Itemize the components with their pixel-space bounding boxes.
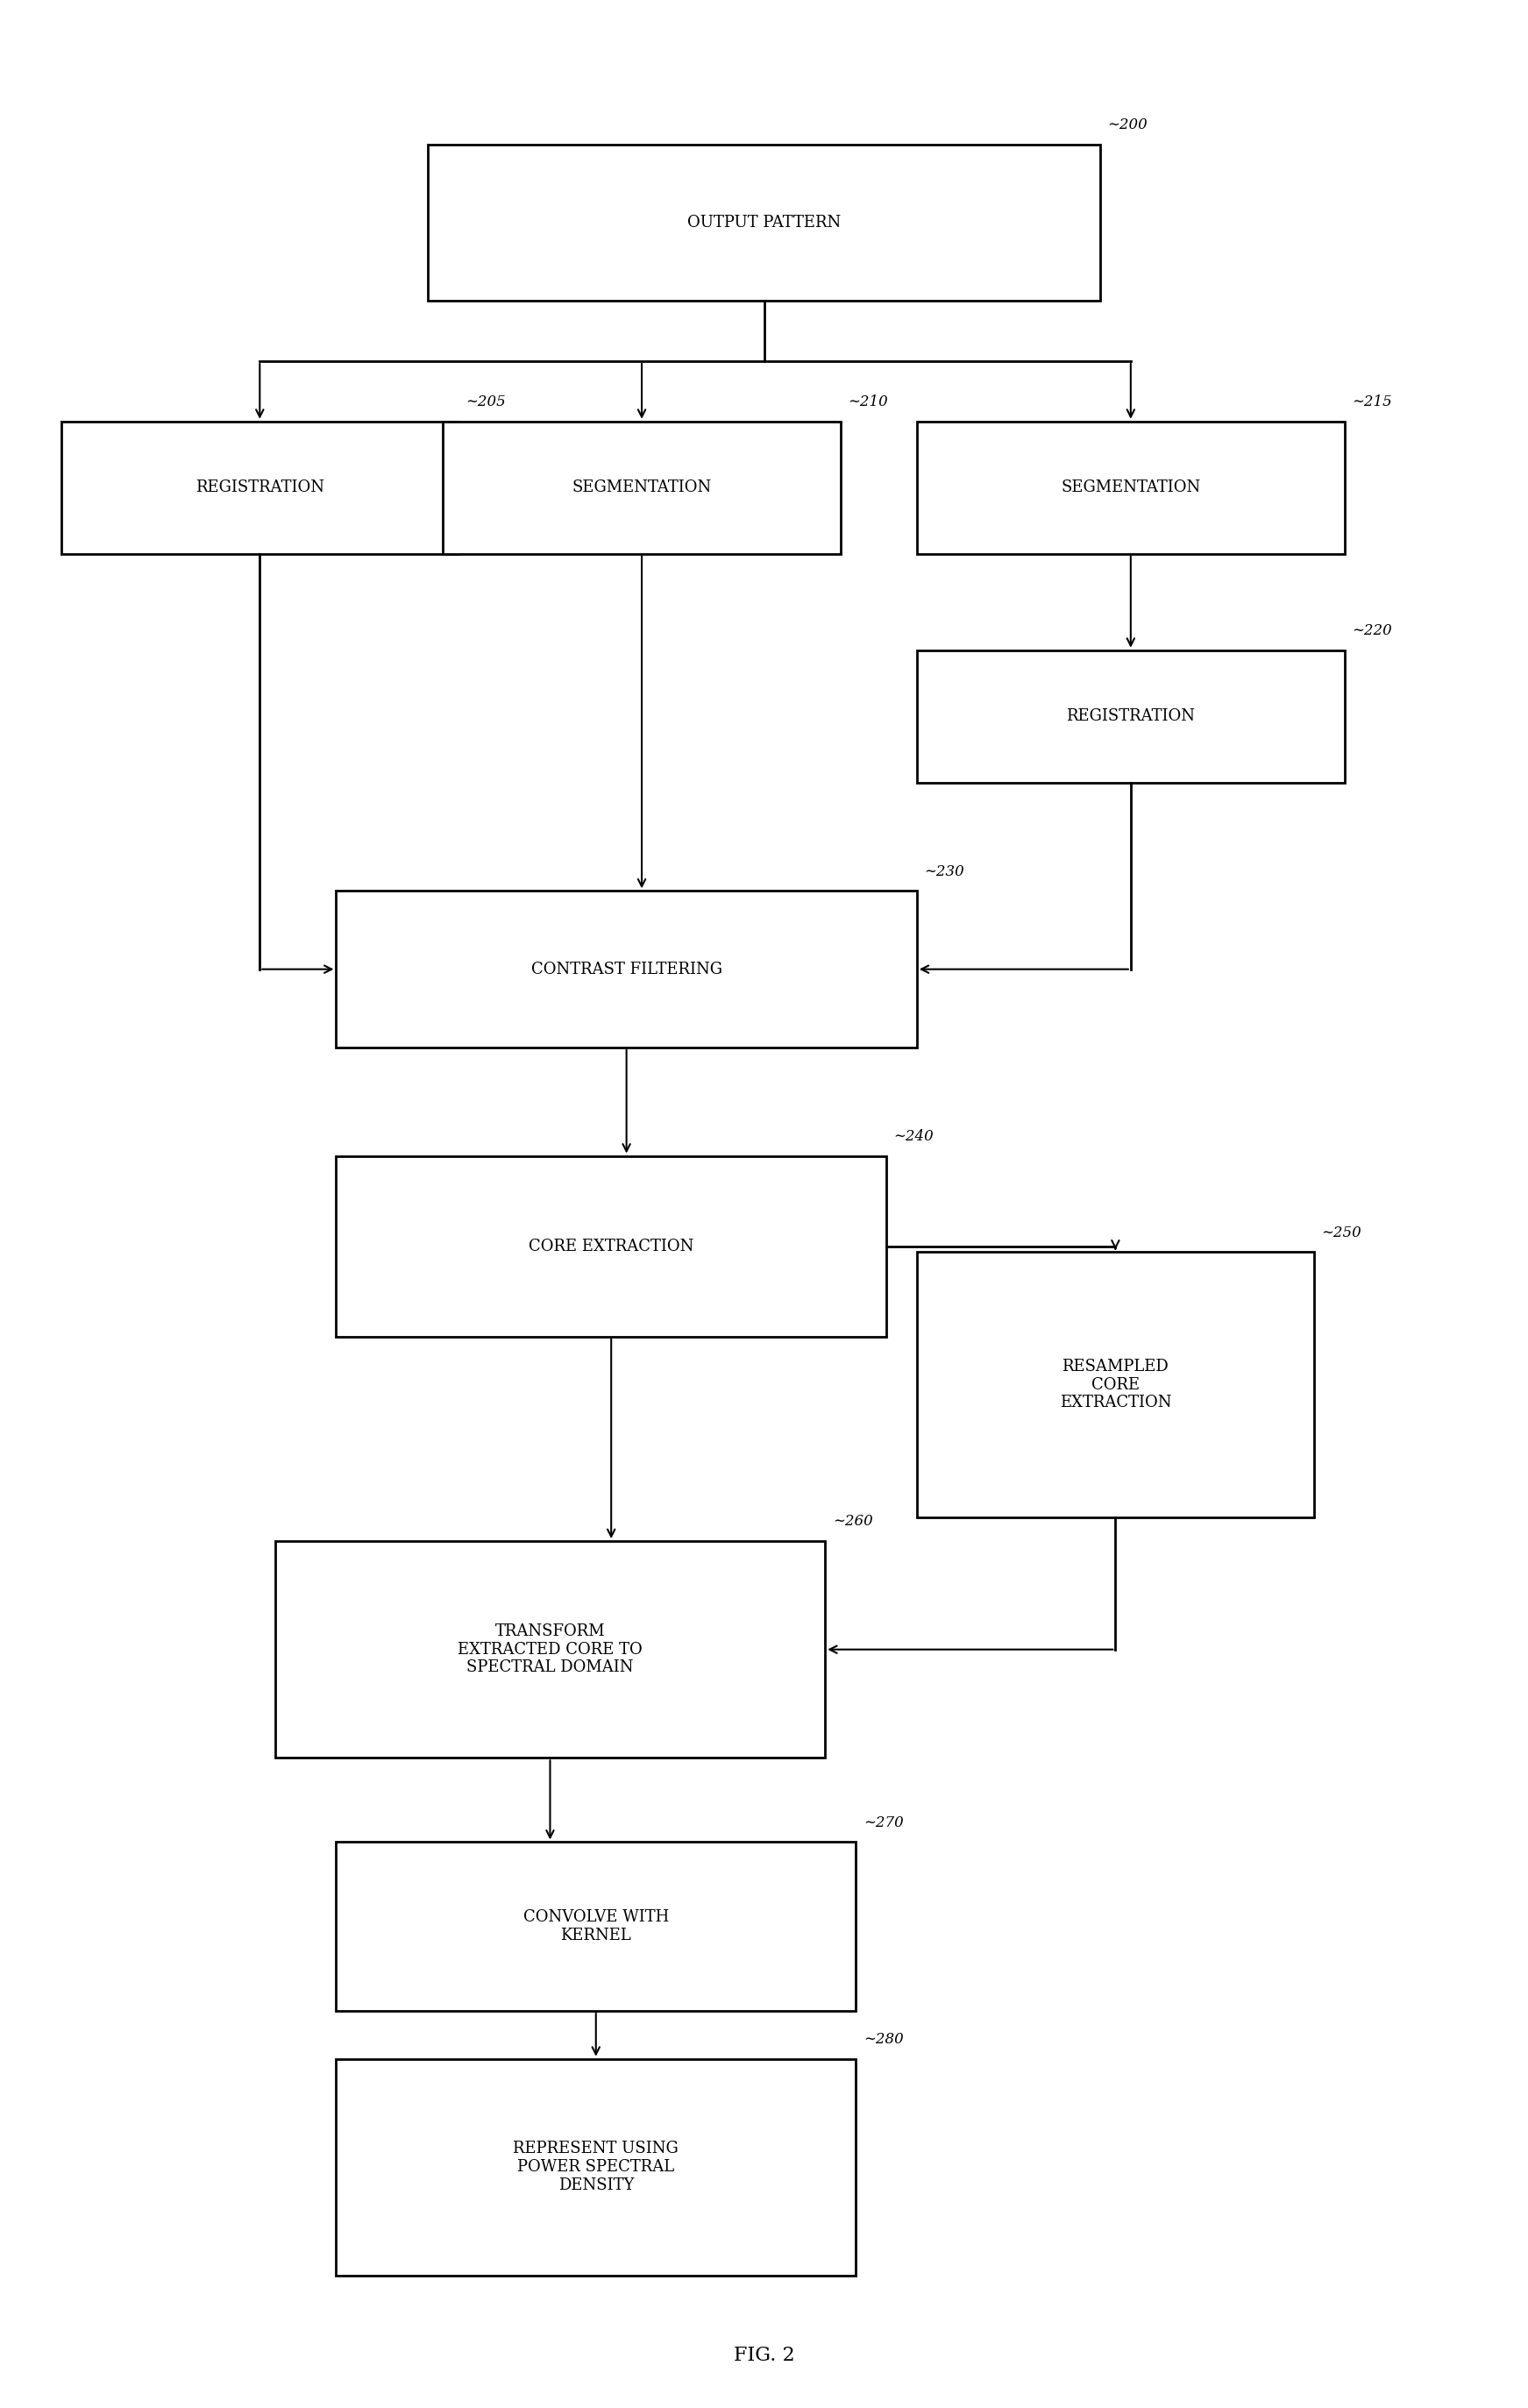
Text: ∼210: ∼210: [848, 395, 888, 409]
Text: ∼270: ∼270: [863, 1816, 903, 1830]
Bar: [275, 1541, 825, 1758]
Bar: [61, 421, 458, 554]
Bar: [917, 1252, 1314, 1517]
Text: TRANSFORM
EXTRACTED CORE TO
SPECTRAL DOMAIN: TRANSFORM EXTRACTED CORE TO SPECTRAL DOM…: [458, 1623, 642, 1676]
Text: REGISTRATION: REGISTRATION: [1067, 708, 1195, 725]
Text: SEGMENTATION: SEGMENTATION: [1060, 479, 1201, 496]
Text: ∼215: ∼215: [1352, 395, 1392, 409]
Bar: [917, 650, 1345, 783]
Text: CONTRAST FILTERING: CONTRAST FILTERING: [530, 961, 723, 978]
Text: FIG. 2: FIG. 2: [733, 2345, 795, 2365]
Text: ∼220: ∼220: [1352, 624, 1392, 638]
Bar: [917, 421, 1345, 554]
Bar: [336, 2059, 856, 2276]
Bar: [428, 144, 1100, 301]
Text: ∼200: ∼200: [1108, 118, 1148, 132]
Text: ∼250: ∼250: [1322, 1226, 1361, 1240]
Text: ∼230: ∼230: [924, 864, 964, 879]
Text: REPRESENT USING
POWER SPECTRAL
DENSITY: REPRESENT USING POWER SPECTRAL DENSITY: [513, 2141, 678, 2194]
Text: ∼280: ∼280: [863, 2032, 903, 2047]
Text: SEGMENTATION: SEGMENTATION: [571, 479, 712, 496]
Bar: [336, 891, 917, 1047]
Bar: [443, 421, 840, 554]
Text: ∼205: ∼205: [466, 395, 506, 409]
Text: CORE EXTRACTION: CORE EXTRACTION: [529, 1238, 694, 1255]
Bar: [336, 1842, 856, 2011]
Text: OUTPUT PATTERN: OUTPUT PATTERN: [688, 214, 840, 231]
Text: CONVOLVE WITH
KERNEL: CONVOLVE WITH KERNEL: [523, 1910, 669, 1943]
Text: ∼260: ∼260: [833, 1515, 872, 1529]
Text: ∼240: ∼240: [894, 1129, 934, 1144]
Text: REGISTRATION: REGISTRATION: [196, 479, 324, 496]
Text: RESAMPLED
CORE
EXTRACTION: RESAMPLED CORE EXTRACTION: [1059, 1358, 1172, 1411]
Bar: [336, 1156, 886, 1336]
